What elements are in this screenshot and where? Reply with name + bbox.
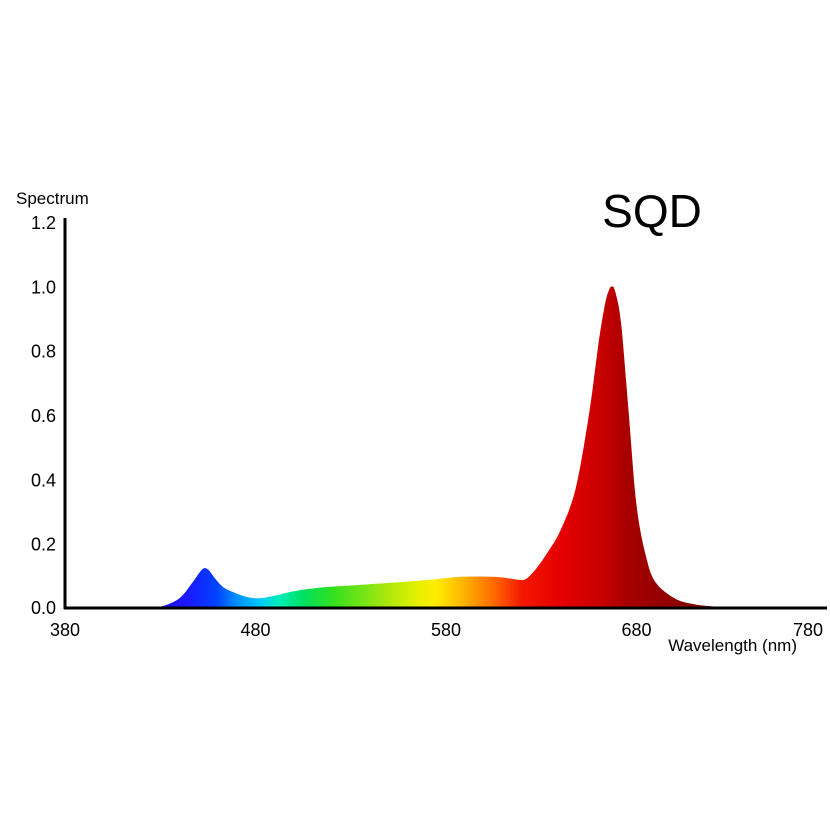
y-tick-label: 0.2	[31, 535, 56, 555]
x-tick-label: 780	[793, 620, 823, 640]
x-tick-label: 580	[431, 620, 461, 640]
y-tick-label: 0.8	[31, 342, 56, 362]
x-tick-label: 480	[240, 620, 270, 640]
y-tick-label: 0.4	[31, 470, 56, 490]
y-axis-title: Spectrum	[16, 189, 89, 208]
chart-title: SQD	[602, 185, 702, 237]
x-axis-title: Wavelength (nm)	[668, 636, 797, 655]
y-tick-label: 1.0	[31, 277, 56, 297]
x-tick-label: 680	[621, 620, 651, 640]
y-tick-label: 1.2	[31, 213, 56, 233]
y-tick-label: 0.6	[31, 406, 56, 426]
spectrum-area	[141, 286, 736, 608]
x-tick-label: 380	[50, 620, 80, 640]
y-tick-label: 0.0	[31, 598, 56, 618]
